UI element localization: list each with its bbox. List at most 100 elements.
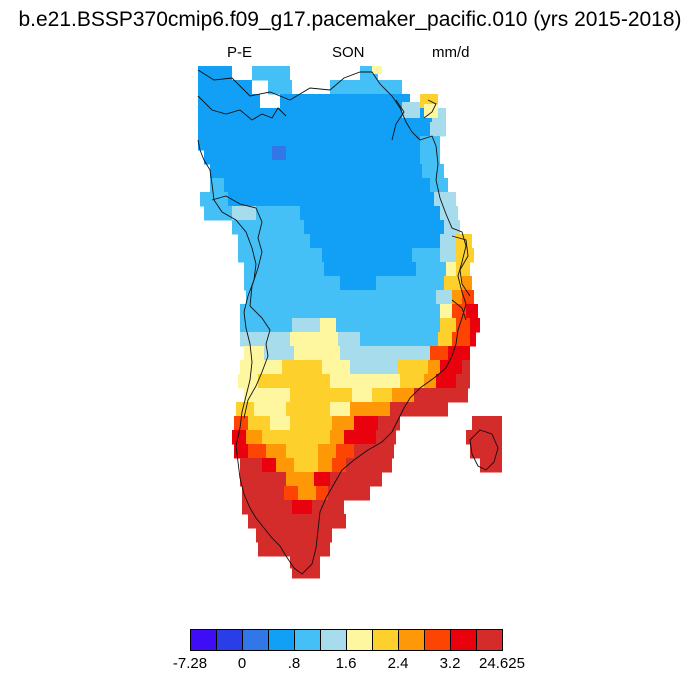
map-cell [462,276,472,291]
map-cell [374,374,400,389]
colorbar-swatch [346,629,373,651]
colorbar-swatch [294,629,321,651]
colorbar-tick-label: 2.4 [387,655,409,672]
map-cell [286,402,330,417]
map-cell [430,346,448,361]
map-cell [240,122,430,137]
map-cell [352,388,372,403]
season-label: SON [332,44,365,61]
map-cell [198,80,218,95]
map-cell [282,360,322,375]
colorbar-tick-label: 3.2 [439,655,461,672]
map-cell [198,94,260,109]
map-cell [350,374,374,389]
map-cell [266,360,282,375]
map-cell [248,514,300,529]
map-cell [440,304,452,319]
map-cell [470,444,502,459]
units-label: mm/d [432,44,470,61]
map-cell [292,500,312,515]
map-cells [198,66,502,579]
map-cell [372,66,382,74]
map-cell [452,332,470,347]
map-cell [448,346,470,361]
map-cell [300,514,346,529]
map-cell [242,500,292,515]
coastline-west-inlet [211,195,271,419]
colorbar-tick-label: 1.6 [335,655,357,672]
map-cell [292,318,320,333]
map-cell [440,234,456,249]
map-cell [416,262,446,277]
map-cell [224,178,430,193]
colorbar-tick-label: 0 [237,655,247,672]
map-cell [244,388,262,403]
map-cell [350,360,398,375]
map-cell [286,472,300,487]
map-cell [272,220,304,235]
map-cell [256,528,332,543]
map-cell [330,402,350,417]
map-cell [376,276,444,291]
map-cell [244,276,340,291]
map-cell [262,430,282,445]
map-cell [248,416,270,431]
map-cell [430,178,448,193]
map-cell [324,388,352,403]
map-cell [430,122,446,137]
map-cell [272,234,310,249]
map-cell [240,472,270,487]
map-cell [232,430,246,445]
map-cell [466,304,478,319]
map-cell [440,360,462,375]
map-cell [304,220,444,235]
map-cell [440,248,456,263]
map-cell [266,444,286,459]
map-cell [210,164,422,179]
map-cell [390,402,412,417]
map-cell [340,290,436,305]
map-cell [412,248,440,263]
map-cell [240,318,292,333]
map-cell [290,388,324,403]
map-cell [336,318,440,333]
colorbar-swatch [320,629,347,651]
map-cell [210,178,224,193]
map-cell [298,486,316,501]
colorbar-tick-label: -7.28 [172,655,208,672]
map-cell [332,416,354,431]
map-cell [340,276,376,291]
map-cell [290,416,332,431]
map-cell [434,192,456,207]
map-cell [446,262,456,277]
map-cell [470,318,480,333]
map-cell [264,346,294,361]
map-cell [318,444,336,459]
map-cell [286,444,318,459]
map-cell [240,360,266,375]
map-cell [232,206,256,221]
map-cell [314,472,330,487]
map-cell [292,568,320,579]
map-cell [438,332,452,347]
map-cell [462,360,470,375]
map-cell [340,304,440,319]
map-cell [330,472,364,487]
map-cell [470,332,476,347]
map-cell [276,458,294,473]
map-cell [330,430,344,445]
map-cell [364,472,382,487]
map-cell [262,458,276,473]
coastline-east-inlet [391,99,471,321]
coastline-fjord [197,95,287,121]
map-cell [238,234,272,249]
map-cell [392,388,414,403]
map-cell [318,458,332,473]
colorbar-swatch [450,629,477,651]
map-cell [240,458,262,473]
map-cell [270,416,290,431]
map-cell [436,374,456,389]
map-cell [300,472,314,487]
map-cell [436,290,452,305]
map-cell [238,248,322,263]
